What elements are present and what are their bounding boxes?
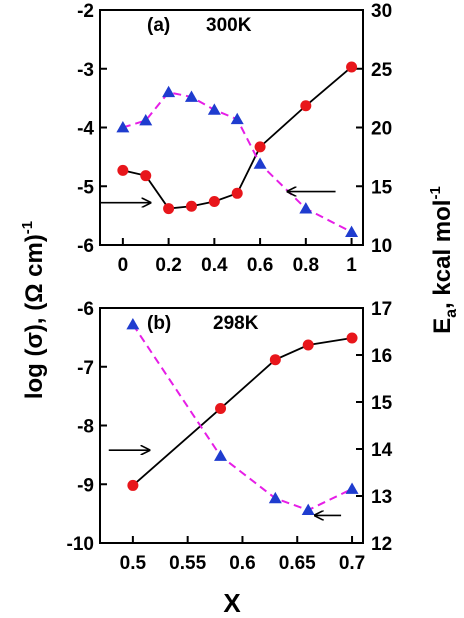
y-right-axis-title-unit: , kcal mol xyxy=(429,200,456,309)
conductivity-point xyxy=(208,196,220,208)
conductivity-point xyxy=(185,200,197,212)
conductivity-point xyxy=(300,100,312,112)
conductivity-line xyxy=(132,337,353,487)
y-right-tick-label: 13 xyxy=(371,487,392,508)
panel-b: (b) 298K 0.5 0.55 0.6 0.65 0.7 -10 -9 -8 -7 -6 12 1… xyxy=(67,299,393,574)
x-tick-label: 0.2 xyxy=(155,255,181,276)
panel-b-plot: 0.5 0.55 0.6 0.65 0.7 -10 -9 -8 -7 -6 12 13 14 15 16 17 xyxy=(67,299,393,574)
y-left-tick-label: -2 xyxy=(77,1,94,22)
x-tick-label: 1 xyxy=(346,255,357,276)
conductivity-point xyxy=(269,354,281,366)
activation-energy-point xyxy=(345,482,359,494)
panel-a-plot: 0 0.2 0.4 0.6 0.8 1 -6 -5 -4 -3 -2 10 15 20 25 30 xyxy=(77,1,392,276)
x-tick-label: 0.5 xyxy=(120,553,147,574)
x-tick-label: 0.8 xyxy=(293,255,319,276)
conductivity-point xyxy=(346,61,358,73)
y-right-tick-label: 10 xyxy=(371,236,392,257)
activation-energy-point xyxy=(184,90,198,102)
conductivity-point xyxy=(140,170,152,182)
conductivity-point xyxy=(254,141,266,153)
y-left-tick-label: -10 xyxy=(67,534,94,555)
activation-energy-point xyxy=(214,449,228,461)
conductivity-point xyxy=(231,187,243,199)
panel-a-frame xyxy=(99,9,364,246)
y-right-tick-label: 20 xyxy=(371,119,392,140)
conductivity-point xyxy=(215,402,227,414)
y-right-tick-label: 15 xyxy=(371,393,393,414)
x-tick-label: 0.65 xyxy=(279,553,316,574)
conductivity-point xyxy=(346,332,358,344)
y-left-tick-label: -4 xyxy=(77,119,94,140)
activation-energy-point xyxy=(253,157,267,169)
x-tick-label: 0.6 xyxy=(247,255,273,276)
activation-energy-point xyxy=(126,317,140,330)
activation-energy-line xyxy=(132,323,353,512)
activation-energy-point xyxy=(162,85,176,98)
y-left-axis-title-text: log (σ), (Ω cm) xyxy=(21,234,48,399)
activation-energy-point xyxy=(116,121,130,133)
panel-a: (a) 300K 0 0.2 0.4 0.6 0.8 1 -6 -5 -4 -3 -2 10 15 20 2… xyxy=(77,1,392,276)
activation-energy-point xyxy=(207,103,221,115)
y-right-axis-title-sup: -1 xyxy=(427,186,444,199)
panel-b-label: (b) xyxy=(147,313,171,334)
y-right-tick-label: 17 xyxy=(371,299,392,320)
panel-b-temperature: 298K xyxy=(213,313,259,334)
conductivity-point xyxy=(117,164,129,176)
x-axis-title: X xyxy=(223,588,241,618)
x-tick-label: 0.6 xyxy=(229,553,255,574)
y-left-axis-title-sup: -1 xyxy=(19,221,36,234)
y-left-tick-label: -7 xyxy=(77,358,94,379)
x-tick-label: 0.55 xyxy=(169,553,206,574)
activation-energy-point xyxy=(268,491,282,504)
y-left-tick-label: -6 xyxy=(77,299,94,320)
activation-energy-point xyxy=(139,113,153,126)
y-left-tick-label: -5 xyxy=(77,177,94,198)
y-right-tick-label: 14 xyxy=(371,440,393,461)
y-left-tick-label: -8 xyxy=(77,417,94,438)
x-tick-label: 0.4 xyxy=(201,255,228,276)
conductivity-point xyxy=(163,203,175,215)
activation-energy-point xyxy=(230,112,244,125)
panel-a-temperature: 300K xyxy=(206,15,252,36)
y-right-tick-label: 30 xyxy=(371,1,392,22)
y-right-tick-label: 12 xyxy=(371,534,392,555)
panel-a-label: (a) xyxy=(147,15,170,36)
y-right-tick-label: 15 xyxy=(371,177,393,198)
activation-energy-point xyxy=(301,503,315,515)
y-right-tick-label: 16 xyxy=(371,346,392,367)
y-right-axis-title-text: E xyxy=(429,318,456,334)
y-right-tick-label: 25 xyxy=(371,60,393,81)
conductivity-point xyxy=(302,339,314,351)
conductivity-line xyxy=(122,66,353,210)
x-tick-label: 0 xyxy=(118,255,129,276)
y-left-tick-label: -9 xyxy=(77,475,94,496)
activation-energy-point xyxy=(299,202,313,214)
x-tick-label: 0.7 xyxy=(339,553,365,574)
y-left-tick-label: -3 xyxy=(77,60,94,81)
y-left-tick-label: -6 xyxy=(77,236,94,257)
conductivity-point xyxy=(127,479,139,491)
y-right-axis-title: Ea, kcal mol-1 xyxy=(427,186,460,334)
y-left-axis-title: log (σ), (Ω cm)-1 xyxy=(19,221,48,399)
activation-energy-point xyxy=(345,225,359,237)
y-right-axis-title-sub: a xyxy=(443,309,460,318)
